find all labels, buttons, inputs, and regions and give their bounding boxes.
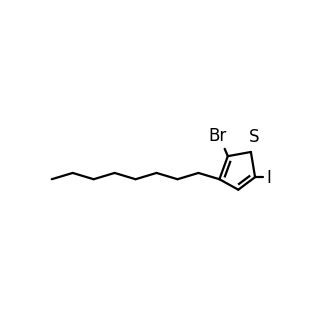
- Text: Br: Br: [208, 127, 226, 145]
- Text: I: I: [267, 169, 272, 187]
- Text: S: S: [249, 128, 259, 146]
